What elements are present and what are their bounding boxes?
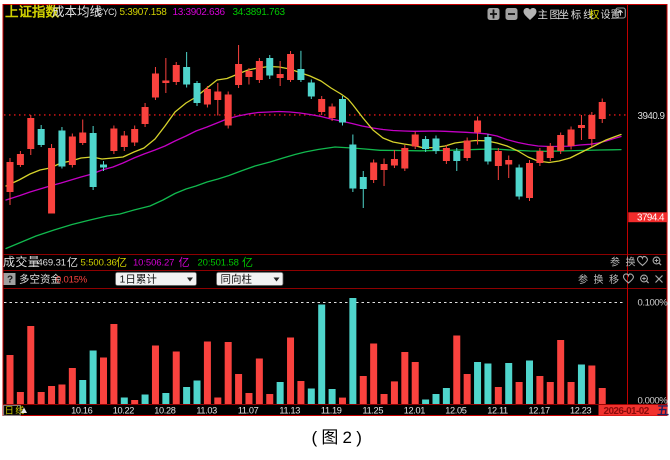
svg-text:(图2): (图2) xyxy=(312,428,367,447)
svg-text:10.28: 10.28 xyxy=(154,406,175,416)
svg-text:换: 换 xyxy=(626,256,636,269)
svg-text:?: ? xyxy=(7,275,13,286)
svg-text:12.05: 12.05 xyxy=(445,406,466,416)
svg-text:(CYC): (CYC) xyxy=(95,7,118,17)
svg-text:参: 参 xyxy=(610,256,620,269)
svg-text:成交量: 成交量 xyxy=(3,254,40,269)
svg-text:12.01: 12.01 xyxy=(404,406,425,416)
svg-text:20:501.58: 20:501.58 xyxy=(198,258,239,269)
svg-text:参: 参 xyxy=(578,273,588,286)
svg-text:11.13: 11.13 xyxy=(279,406,300,416)
svg-text:1日累计: 1日累计 xyxy=(120,273,158,286)
svg-text:11.25: 11.25 xyxy=(363,406,384,416)
svg-text:成本均线: 成本均线 xyxy=(52,5,103,19)
svg-text:11.03: 11.03 xyxy=(196,406,217,416)
svg-text:12.17: 12.17 xyxy=(528,406,549,416)
svg-text:坐标线: 坐标线 xyxy=(559,8,596,21)
svg-text:0.015%: 0.015% xyxy=(56,275,88,286)
svg-text:同向柱: 同向柱 xyxy=(221,273,253,286)
svg-text:12.11: 12.11 xyxy=(487,406,508,416)
svg-text:日线: 日线 xyxy=(5,405,26,416)
svg-text:3940.9: 3940.9 xyxy=(638,111,665,122)
svg-text:10:506.27: 10:506.27 xyxy=(133,258,174,269)
svg-text:五: 五 xyxy=(657,403,669,417)
svg-text:上证指数: 上证指数 xyxy=(5,4,59,20)
svg-text:2026-01-02: 2026-01-02 xyxy=(604,406,650,417)
svg-text:34:3891.763: 34:3891.763 xyxy=(233,7,286,18)
svg-text:3794.4: 3794.4 xyxy=(637,213,665,224)
svg-text:5:3907.158: 5:3907.158 xyxy=(120,7,168,18)
svg-text:亿: 亿 xyxy=(242,256,253,269)
svg-text:设置: 设置 xyxy=(601,9,621,21)
svg-text:11.07: 11.07 xyxy=(238,406,259,416)
svg-text:权: 权 xyxy=(589,8,600,21)
svg-text:换: 换 xyxy=(594,273,604,286)
svg-text:11.19: 11.19 xyxy=(321,406,342,416)
svg-text:5:500.36: 5:500.36 xyxy=(81,258,117,269)
svg-text:10.22: 10.22 xyxy=(113,406,134,416)
svg-text:亿: 亿 xyxy=(67,256,78,269)
svg-text:10.16: 10.16 xyxy=(71,406,92,416)
svg-text:0.100%: 0.100% xyxy=(638,298,669,309)
svg-text:0.000%: 0.000% xyxy=(638,396,669,407)
svg-text:主图: 主图 xyxy=(538,9,562,21)
svg-text:469.31: 469.31 xyxy=(38,258,66,269)
svg-text:亿: 亿 xyxy=(116,256,127,269)
svg-text:亿: 亿 xyxy=(179,256,190,269)
svg-text:多空资金: 多空资金 xyxy=(19,273,61,286)
svg-text:移: 移 xyxy=(609,273,619,286)
svg-text:12.23: 12.23 xyxy=(570,406,591,416)
svg-text:13:3902.636: 13:3902.636 xyxy=(173,7,226,18)
